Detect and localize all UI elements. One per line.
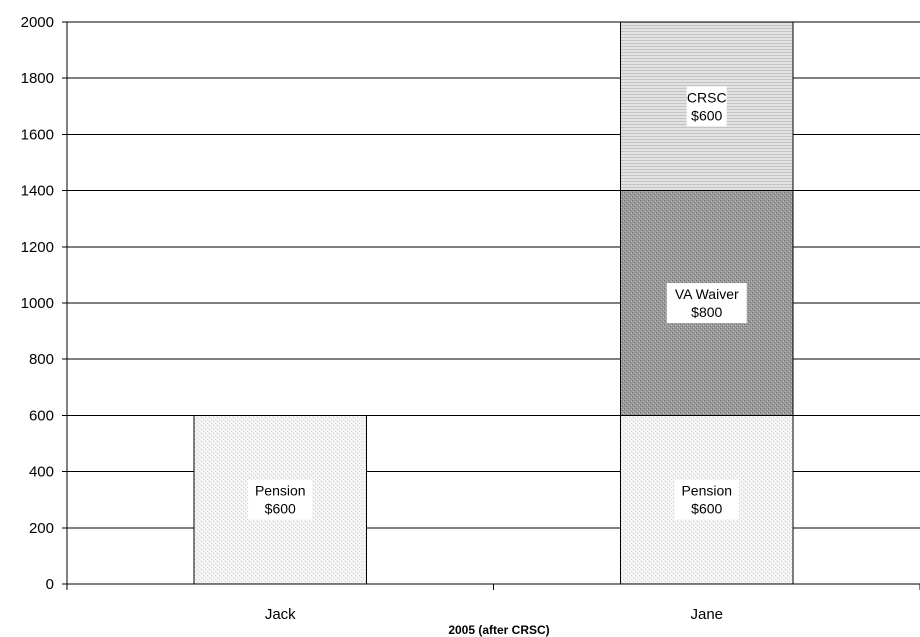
data-label: $600 [691,107,722,123]
data-label-background [674,479,739,520]
y-tick-label: 800 [29,351,54,368]
bars: Pension $600 Pension $600 VA Waiver $800 CRSC $… [193,21,794,585]
y-tick-label: 1400 [21,183,54,200]
y-tick-label: 2000 [21,14,54,31]
y-axis-ticks: 0 200 400 600 800 1000 1200 1400 1600 1800 2000 [21,14,67,593]
data-label-background [686,86,727,127]
y-tick-label: 1000 [21,295,54,312]
y-tick-label: 1800 [21,70,54,87]
y-tick-label: 200 [29,520,54,537]
y-tick-label: 400 [29,464,54,481]
data-label: $600 [265,501,296,517]
data-label: Pension [255,483,306,499]
x-category-label: Jack [265,606,296,623]
data-label: $800 [691,304,722,320]
data-label: $600 [691,501,722,517]
x-category-label: Jane [690,606,723,623]
y-tick-label: 600 [29,407,54,424]
data-label: VA Waiver [675,286,739,302]
data-label-background [248,479,313,520]
x-axis-title: 2005 (after CRSC) [448,623,549,637]
data-label-background [666,283,747,323]
x-axis-categories: Jack Jane [265,606,723,623]
data-label: CRSC [687,89,727,105]
y-tick-label: 1200 [21,239,54,256]
y-tick-label: 0 [46,576,54,593]
data-label: Pension [681,483,732,499]
y-tick-label: 1600 [21,126,54,143]
